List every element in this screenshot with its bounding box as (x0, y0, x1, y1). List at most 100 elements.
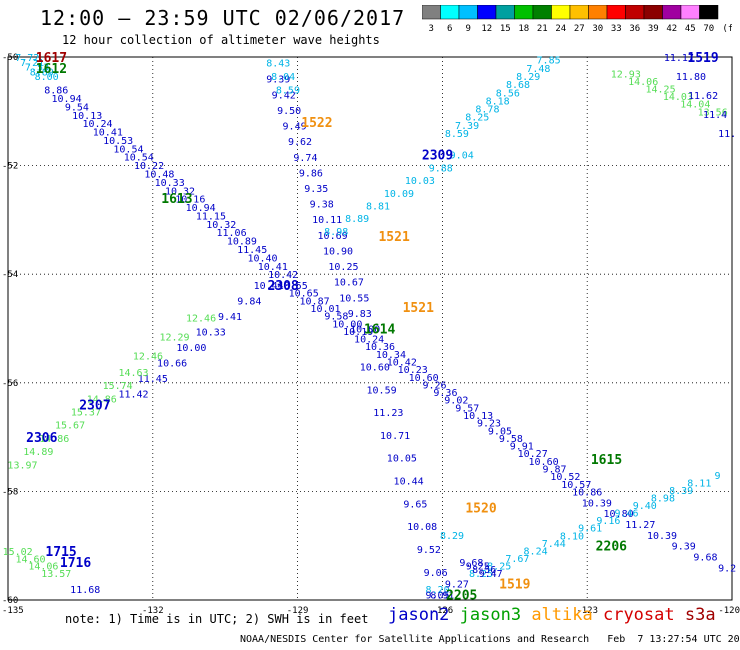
wave-height-value: 10.53 (103, 136, 133, 147)
scale-tick-label: 36 (629, 24, 640, 34)
wave-height-value: 7.72 (15, 53, 39, 64)
pass-number-label: 1521 (378, 230, 409, 245)
pass-number-label: 1519 (499, 578, 530, 593)
wave-height-value: 9.35 (304, 184, 328, 195)
scale-tick-label: 15 (500, 24, 511, 34)
wave-height-value: 10.24 (82, 119, 112, 130)
scale-tick-label: 70 (703, 24, 714, 34)
wave-height-value: 12.46 (133, 352, 163, 363)
satellite-legend-jason2: jason2 (388, 605, 460, 625)
wave-height-value: 10.42 (268, 270, 298, 281)
pass-number-label: 1615 (591, 453, 622, 468)
wave-height-value: 10.19 (343, 327, 373, 338)
wave-height-value: 8.78 (475, 105, 499, 116)
wave-height-value: 8.39 (669, 486, 693, 497)
wave-height-value: 9.36 (433, 388, 457, 399)
wave-height-value: 15.74 (103, 381, 133, 392)
wave-height-value: 14.06 (28, 562, 58, 573)
scale-tick-label: 21 (537, 24, 548, 34)
pass-number-label: 2205 (446, 589, 477, 604)
wave-height-value: 9 (715, 471, 721, 482)
scale-tick-label: 33 (611, 24, 622, 34)
wave-height-value: 9.58 (324, 312, 348, 323)
wave-height-value: 8.86 (44, 86, 68, 97)
latitude-label: -58 (2, 487, 18, 497)
wave-height-value: 8.10 (560, 531, 584, 542)
wave-height-value: 14.86 (39, 434, 69, 445)
wave-height-value: 9.58 (499, 434, 523, 445)
wave-height-value: 9.2 (718, 563, 736, 574)
wave-height-value: 10.00 (176, 343, 206, 354)
pass-number-label: 1522 (301, 116, 332, 131)
wave-height-value: 11.45 (237, 245, 267, 256)
wave-height-value: 10.65 (289, 289, 319, 300)
wave-height-value: 9.05 (426, 591, 450, 602)
satellite-legend-s3a: s3a (684, 605, 716, 625)
wave-height-value: 8.20 (426, 585, 450, 596)
wave-height-value: 8.00 (35, 72, 59, 83)
wave-height-value: 14.03 (663, 92, 693, 103)
pass-number-label: 1613 (161, 192, 192, 207)
wave-height-value: 9.83 (348, 309, 372, 320)
wave-height-value: 10.52 (550, 472, 580, 483)
wave-height-value: 10.55 (339, 293, 369, 304)
wave-height-value: 10.44 (394, 477, 424, 488)
wave-height-value: 9.91 (510, 442, 534, 453)
footer-note: note: 1) Time is in UTC; 2) SWH is in fe… (65, 612, 369, 626)
wave-height-value: 9.26 (422, 380, 446, 391)
wave-height-value: 8.04 (271, 72, 295, 83)
wave-height-value: 10.24 (354, 335, 384, 346)
scale-tick-label: 27 (574, 24, 585, 34)
latitude-label: -56 (2, 379, 18, 389)
wave-height-value: 10.89 (227, 237, 257, 248)
wave-height-value: 15.67 (55, 421, 85, 432)
wave-height-value: 11.42 (118, 390, 148, 401)
wave-height-value: 10.60 (529, 457, 559, 468)
wave-height-value: 12.46 (186, 314, 216, 325)
wave-height-value: 8.25 (469, 569, 493, 580)
wave-height-value: 10.11 (312, 215, 342, 226)
scale-swatch (699, 5, 719, 20)
wave-height-value: 9.62 (288, 137, 312, 148)
wave-height-value: 7.85 (537, 56, 561, 67)
wave-height-value: 8.91 (430, 591, 454, 602)
wave-height-value: 9.39 (672, 542, 696, 553)
footer-credit: NOAA/NESDIS Center for Satellite Applica… (240, 634, 740, 645)
wave-height-value: 9.23 (477, 419, 501, 430)
wave-height-value: 7.53 (25, 63, 49, 74)
scale-tick-label: 6 (447, 24, 452, 34)
map-frame (7, 56, 733, 601)
wave-height-value: 13.97 (7, 460, 37, 471)
wave-height-value: 9.40 (633, 501, 657, 512)
wave-height-value: 10.71 (380, 431, 410, 442)
wave-height-value: 9.68 (693, 553, 717, 564)
wave-height-value: 10.87 (300, 296, 330, 307)
wave-height-value: 7.21 (20, 58, 44, 69)
wave-height-value: 10.94 (52, 94, 82, 105)
wave-height-value: 8.59 (276, 86, 300, 97)
wave-height-value: 9.42 (272, 90, 296, 101)
wave-height-value: 10.80 (604, 509, 634, 520)
wave-height-value: 8.29 (440, 531, 464, 542)
longitude-label: -132 (142, 606, 164, 616)
pass-number-label: 2206 (596, 540, 627, 555)
satellite-legend-altika: altika (531, 605, 603, 625)
wave-height-value: 9.27 (445, 580, 469, 591)
wave-height-value: 8.56 (472, 565, 496, 576)
scale-tick-label: 12 (481, 24, 492, 34)
wave-height-value: 10.01 (310, 304, 340, 315)
wave-height-value: 9.02 (444, 396, 468, 407)
pass-number-label: 1519 (687, 51, 718, 66)
pass-number-label: 1521 (403, 301, 434, 316)
wave-height-value: 10.54 (113, 144, 143, 155)
wave-height-value: 10.44 (254, 281, 284, 292)
wave-height-value: 10.33 (155, 178, 185, 189)
satellite-legend-cryosat: cryosat (602, 605, 685, 625)
wave-height-value: 10.40 (247, 253, 277, 264)
wave-height-value: 9.68 (459, 558, 483, 569)
wave-height-value: 14.25 (646, 84, 676, 95)
wave-height-value: 10.08 (407, 522, 437, 533)
wave-height-value: 11.68 (70, 585, 100, 596)
wave-height-value: 11.4 (703, 110, 727, 121)
